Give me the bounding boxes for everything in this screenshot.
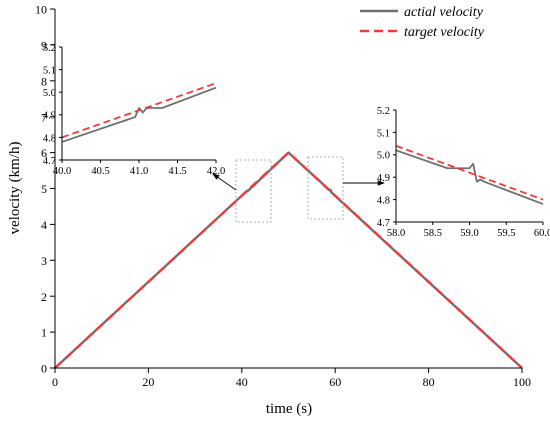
main-y-tick-label: 4 xyxy=(41,218,47,232)
main-y-tick-label: 9 xyxy=(41,38,47,52)
main-series-target-velocity xyxy=(54,151,523,369)
main-y-tick-label: 5 xyxy=(41,182,47,196)
main-x-tick-label: 20 xyxy=(142,375,154,389)
zoom-region-right xyxy=(307,156,344,220)
main-y-tick-label: 2 xyxy=(41,290,47,304)
inset-left-series-target-velocity xyxy=(61,82,217,139)
main-x-tick-label: 60 xyxy=(329,375,341,389)
inset-left-x-tick-label: 40.0 xyxy=(53,166,71,177)
main-y-tick-label: 10 xyxy=(35,3,47,17)
inset-left-x-tick-label: 40.5 xyxy=(91,166,109,177)
legend-target-velocity-label: target velocity xyxy=(404,25,485,40)
inset-right-y-tick-label: 5.2 xyxy=(377,106,390,117)
main-y-tick-label: 1 xyxy=(41,326,47,340)
legend-actual-velocity-label: actial velocity xyxy=(404,5,484,20)
inset-left-y-tick-label: 4.9 xyxy=(43,111,56,122)
inset-left-y-tick-label: 5.2 xyxy=(43,43,56,54)
inset-right-y-tick-label: 5.0 xyxy=(377,151,390,162)
main-x-tick-label: 80 xyxy=(423,375,435,389)
inset-left-y-tick-label: 5.0 xyxy=(43,88,56,99)
inset-left-y-tick-label: 4.8 xyxy=(43,133,56,144)
main-x-tick-label: 100 xyxy=(513,375,531,389)
main-y-tick-label: 7 xyxy=(41,110,47,124)
inset-right-x-tick-label: 58.5 xyxy=(424,228,442,239)
inset-right-y-tick-label: 4.9 xyxy=(377,173,390,184)
inset-left-y-tick-label: 5.1 xyxy=(43,65,56,76)
main-y-tick-label: 6 xyxy=(41,146,47,160)
inset-right-series-actual-velocity xyxy=(395,149,544,205)
main-y-tick-label: 8 xyxy=(41,74,47,88)
inset-right-x-tick-label: 58.0 xyxy=(387,228,405,239)
inset-left-plot: 40.0 40.5 41.0 41.5 42.0 4.7 4.8 4.9 5.0 5.1 5.2 xyxy=(43,43,225,177)
main-x-tick-label: 0 xyxy=(52,375,58,389)
inset-left-x-tick-label: 41.5 xyxy=(168,166,186,177)
zoom-arrow-left xyxy=(212,173,237,191)
inset-right-y-tick-label: 5.1 xyxy=(377,128,390,139)
zoom-annotations xyxy=(212,156,385,223)
main-y-tick-label: 3 xyxy=(41,254,47,268)
inset-left-background xyxy=(62,44,218,162)
inset-right-plot: 58.0 58.5 59.0 59.5 60.0 4.7 4.8 4.9 5.0 5.1 5.2 xyxy=(377,106,550,239)
inset-left-x-tick-label: 42.0 xyxy=(207,166,225,177)
zoom-region-left xyxy=(235,159,272,223)
inset-left-x-tick-label: 41.0 xyxy=(130,166,148,177)
inset-right-x-tick-label: 59.5 xyxy=(497,228,515,239)
inset-left-y-tick-label: 4.7 xyxy=(43,156,56,167)
inset-right-x-tick-label: 60.0 xyxy=(534,228,550,239)
legend: actial velocity target velocity xyxy=(360,5,485,40)
main-plot: 0 20 40 60 80 100 0 1 2 3 4 5 6 7 8 9 10 time (s) velocity… xyxy=(7,3,531,417)
inset-right-y-tick-label: 4.7 xyxy=(377,218,390,229)
main-y-tick-label: 0 xyxy=(41,362,47,376)
x-axis-label: time (s) xyxy=(266,401,312,417)
inset-right-x-tick-label: 59.0 xyxy=(460,228,478,239)
inset-right-series-target-velocity xyxy=(395,144,544,201)
inset-right-y-tick-label: 4.8 xyxy=(377,195,390,206)
main-x-tick-label: 40 xyxy=(236,375,248,389)
inset-left-series-actual-velocity xyxy=(61,86,217,143)
y-axis-label: velocity (km/h) xyxy=(7,142,23,235)
